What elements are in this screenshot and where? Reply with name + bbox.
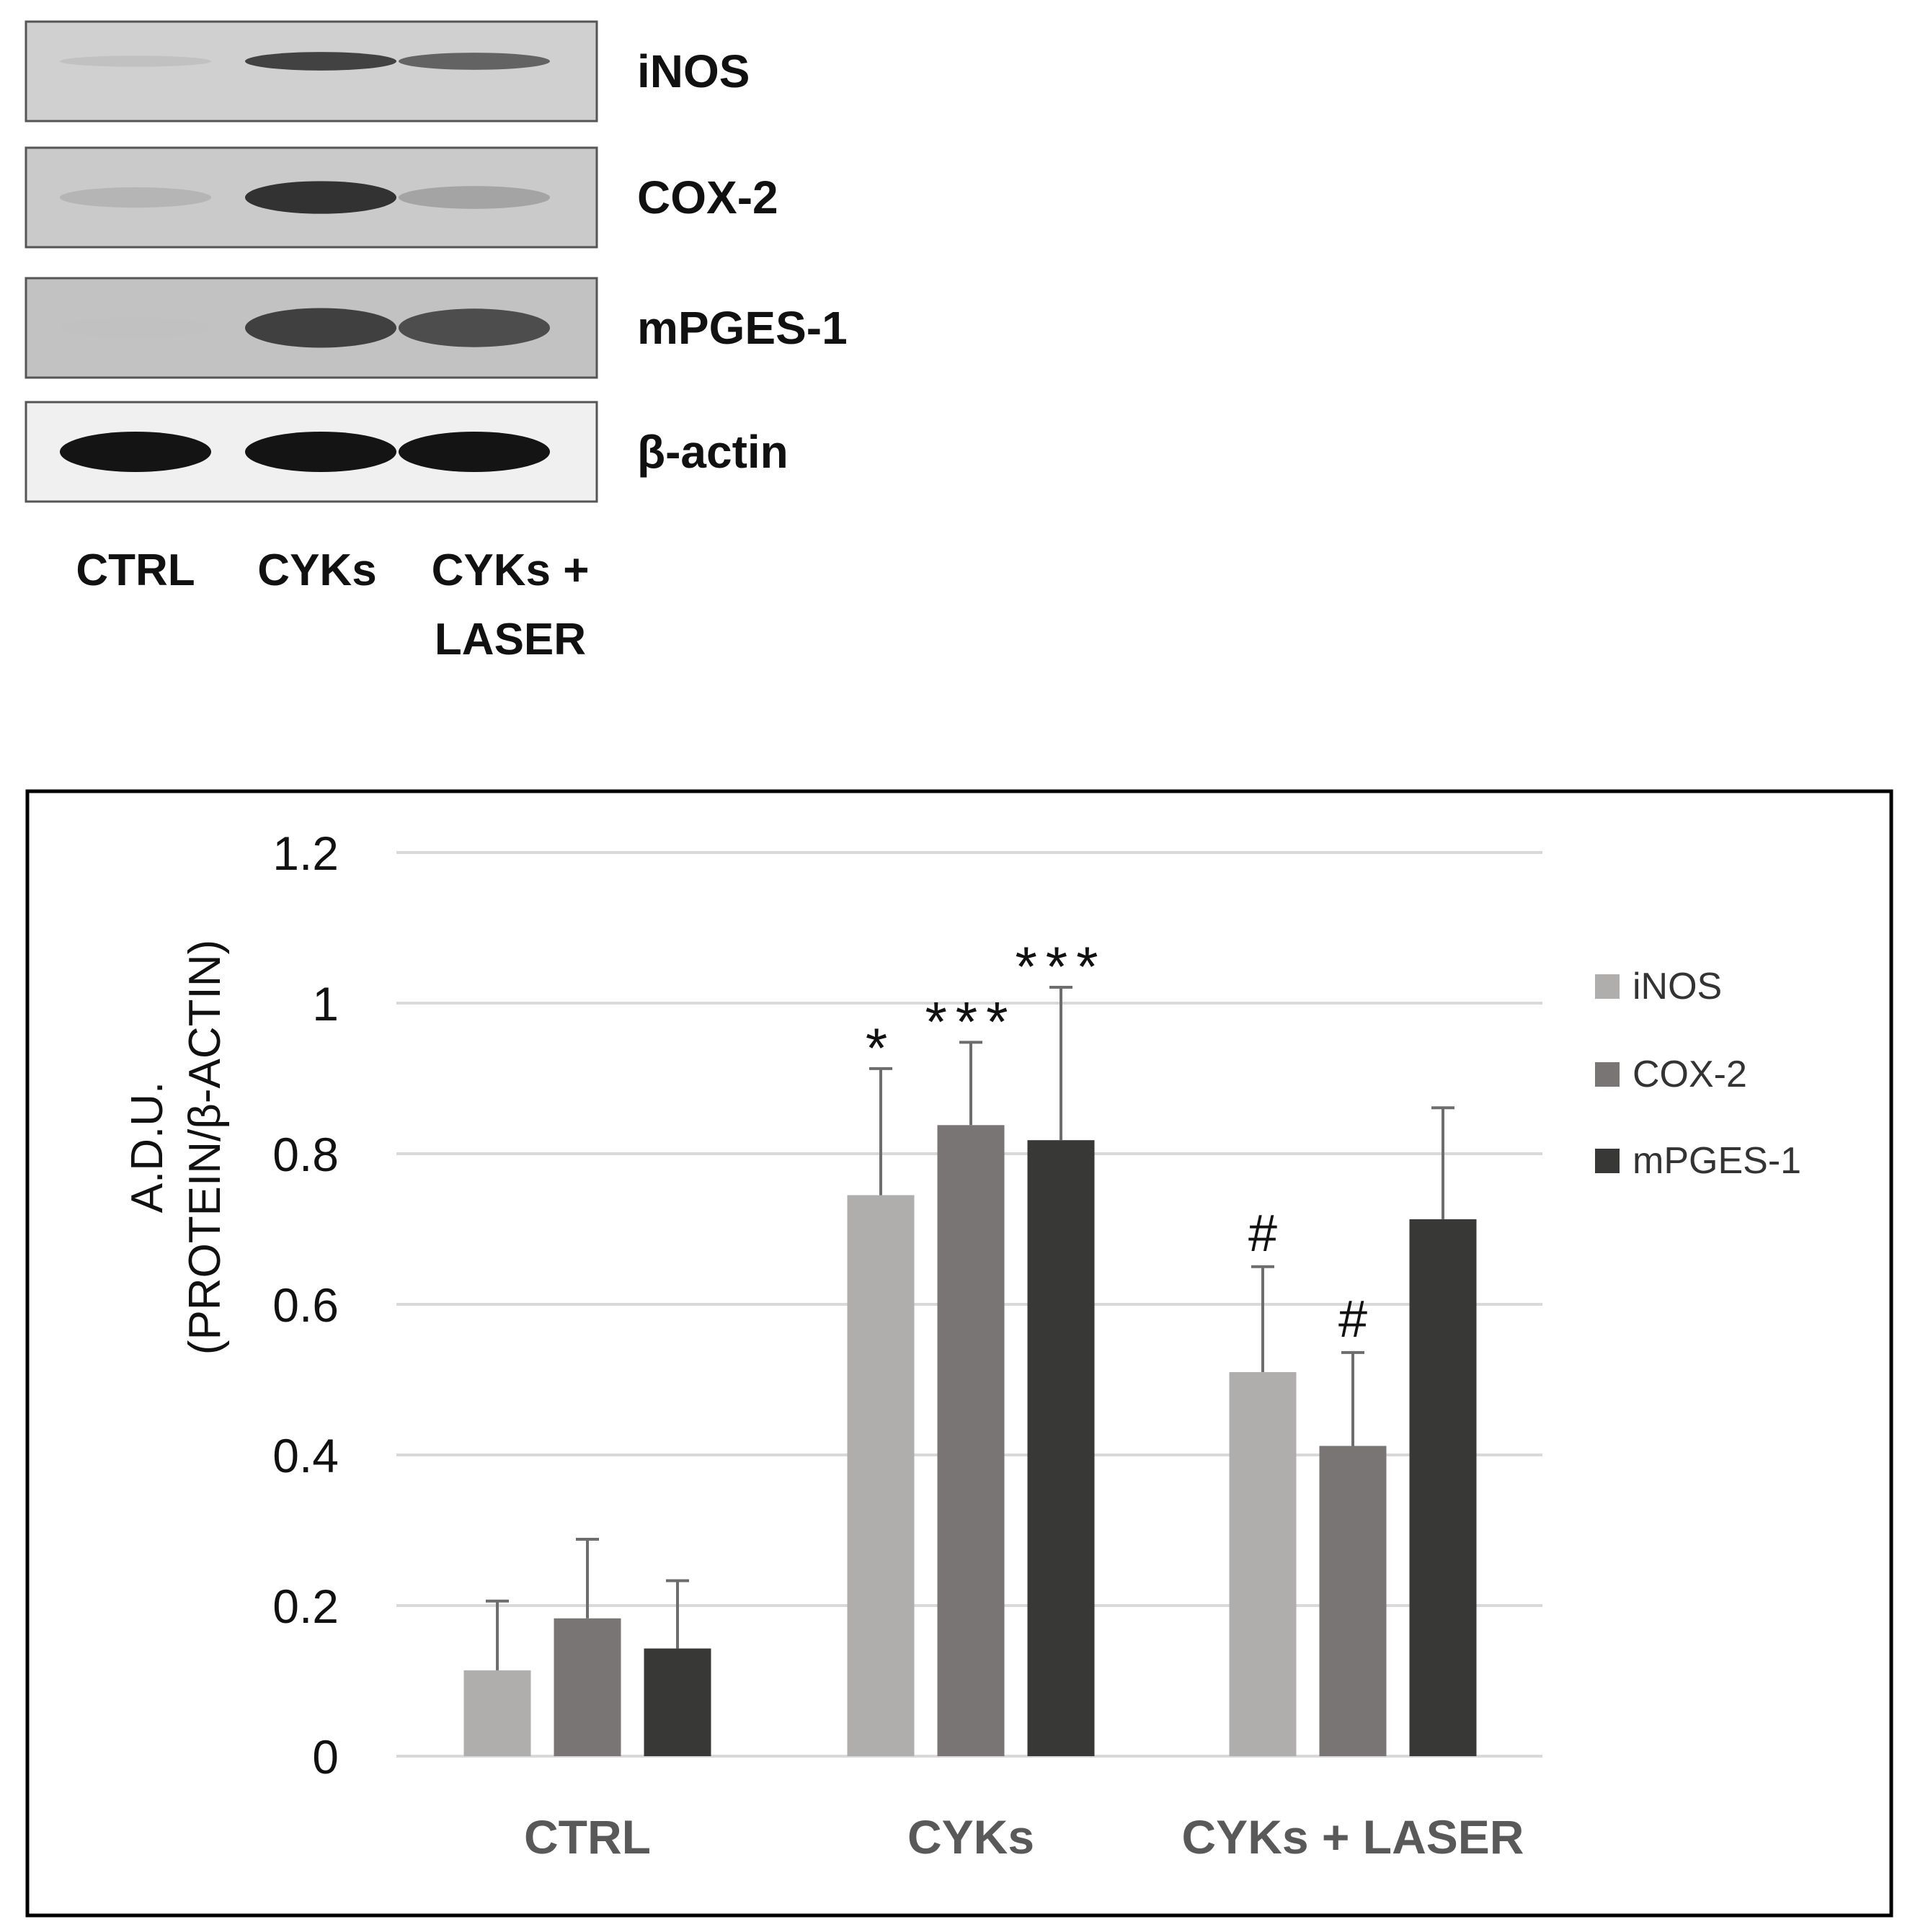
legend-label-mpges-1: mPGES-1 <box>1633 1140 1801 1182</box>
band-actin-lane-3 <box>399 432 550 472</box>
band-actin-lane-1 <box>60 432 211 472</box>
legend-item-mpges-1: mPGES-1 <box>1595 1140 1801 1182</box>
legend-label-inos: iNOS <box>1633 966 1722 1007</box>
band-mpges-1-lane-1 <box>60 317 211 339</box>
x-tick-label-cyks: CYKs <box>907 1810 1034 1864</box>
legend-label-cox-2: COX-2 <box>1633 1054 1747 1095</box>
bar-chart: 0 0.2 0.4 0.6 0.8 1 1.2 A.D.U. (PROTEIN/β-ACTIN… <box>25 789 1893 1918</box>
blot-label-mpges-1: mPGES-1 <box>637 302 848 354</box>
y-tick-labels: 0 0.2 0.4 0.6 0.8 1 1.2 <box>272 827 339 1784</box>
y-tick-label: 0.8 <box>272 1128 339 1181</box>
bar-inos-cyks <box>847 1195 915 1756</box>
bar-mpges-1-cyks <box>1027 1140 1095 1756</box>
bar-cox-2-cyks <box>937 1125 1005 1756</box>
legend-swatch-inos <box>1595 974 1620 999</box>
blot-strip-inos <box>25 20 598 123</box>
lane-label-1: CTRL <box>76 546 195 595</box>
legend-swatch-mpges-1 <box>1595 1149 1620 1173</box>
legend-swatch-cox-2 <box>1595 1062 1620 1087</box>
significance-mpges-1-cyks: *** <box>1015 935 1106 998</box>
significance-annotations: * # *** # *** <box>866 935 1367 1348</box>
lane-label-2: CYKs <box>257 546 376 595</box>
bar-cox-2-ctrl <box>554 1618 621 1756</box>
band-cox-2-lane-2 <box>245 181 396 214</box>
blot-label-inos: iNOS <box>637 45 750 97</box>
y-axis-title-group: A.D.U. (PROTEIN/β-ACTIN) <box>123 940 230 1355</box>
significance-cox-2-cyks-laser: # <box>1338 1291 1367 1348</box>
x-tick-label-ctrl: CTRL <box>524 1810 651 1864</box>
y-tick-label: 0.4 <box>272 1429 339 1482</box>
bar-inos-ctrl <box>463 1670 531 1756</box>
band-cox-2-lane-1 <box>60 187 211 208</box>
y-axis-title-line: A.D.U. <box>123 1082 172 1214</box>
legend-item-inos: iNOS <box>1595 966 1722 1007</box>
bar-mpges-1-ctrl <box>644 1648 711 1756</box>
lane-label-3: LASER <box>435 615 586 664</box>
legend: iNOS COX-2 mPGES-1 <box>1595 966 1801 1182</box>
bar-cox-2-cyks-laser <box>1319 1446 1387 1756</box>
blot-label-actin: β-actin <box>637 426 789 478</box>
band-inos-lane-1 <box>60 55 211 67</box>
y-axis-title: A.D.U. (PROTEIN/β-ACTIN) <box>123 940 230 1355</box>
significance-cox-2-cyks: *** <box>925 989 1016 1053</box>
y-tick-label: 0.6 <box>272 1278 339 1332</box>
western-blot-panel: iNOS COX-2 mPGES-1 β-actin CTRL CYKs CYKs + LAS… <box>25 20 848 664</box>
significance-inos-cyks: * <box>866 1016 896 1079</box>
y-tick-label: 1.2 <box>272 827 339 880</box>
bar-mpges-1-cyks-laser <box>1409 1219 1477 1756</box>
blot-label-cox-2: COX-2 <box>637 172 778 223</box>
error-bars <box>486 986 1454 1670</box>
x-tick-labels: CTRL CYKs CYKs + LASER <box>524 1810 1524 1864</box>
legend-item-cox-2: COX-2 <box>1595 1054 1747 1095</box>
band-cox-2-lane-3 <box>399 186 550 209</box>
y-tick-label: 0 <box>312 1730 339 1784</box>
y-axis-title-line: (PROTEIN/β-ACTIN) <box>180 940 230 1355</box>
lane-label-3: CYKs + <box>432 546 590 595</box>
band-mpges-1-lane-2 <box>245 308 396 348</box>
significance-inos-cyks-laser: # <box>1248 1205 1277 1263</box>
band-inos-lane-3 <box>399 53 550 70</box>
bar-inos-cyks-laser <box>1229 1372 1297 1756</box>
y-tick-label: 0.2 <box>272 1580 339 1633</box>
band-actin-lane-2 <box>245 432 396 472</box>
y-tick-label: 1 <box>312 977 339 1030</box>
x-tick-label-cyks-laser: CYKs + LASER <box>1182 1810 1524 1864</box>
band-mpges-1-lane-3 <box>399 308 550 347</box>
bars <box>463 1125 1477 1756</box>
band-inos-lane-2 <box>245 52 396 71</box>
